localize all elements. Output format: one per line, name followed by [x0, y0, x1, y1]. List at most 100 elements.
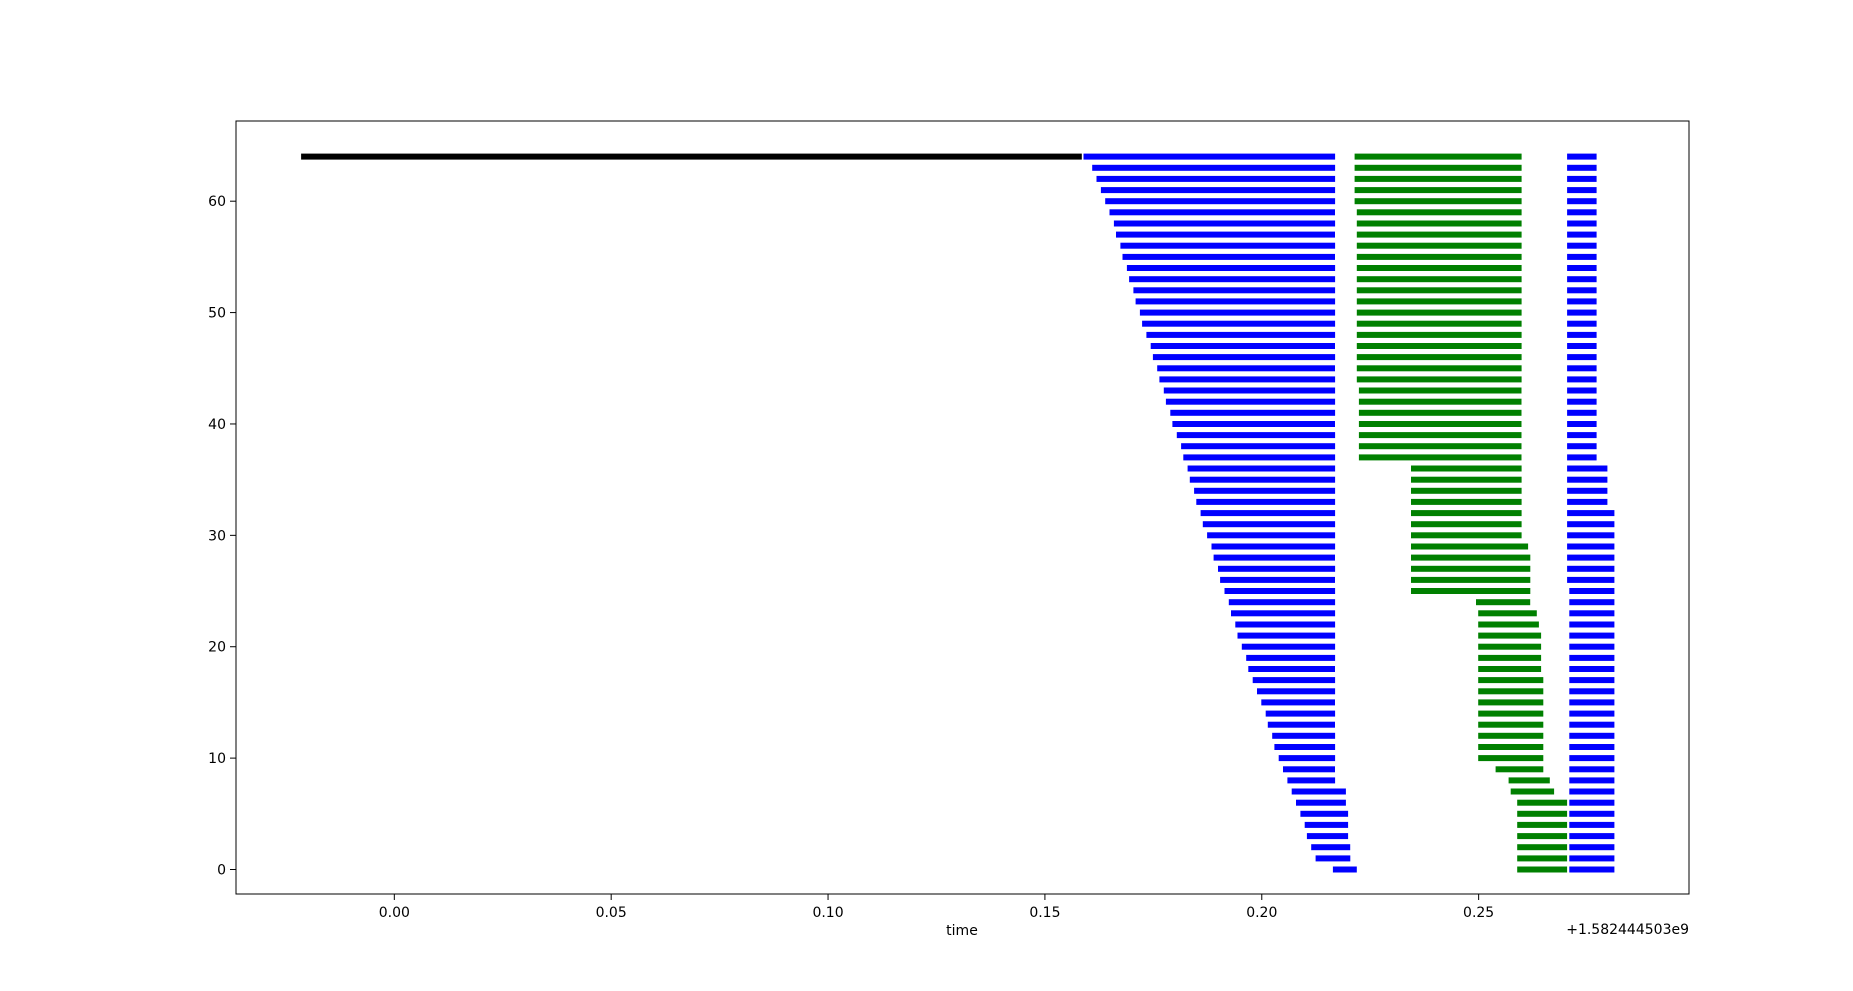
blue-bar-row-3	[1569, 833, 1615, 840]
blue-bar-row-44	[1567, 376, 1597, 383]
green-bar-row-7	[1510, 788, 1555, 795]
blue-bar-row-60	[1105, 198, 1336, 205]
blue-bar-row-42	[1165, 398, 1336, 405]
green-bar-row-45	[1356, 365, 1522, 372]
blue-bar-row-59	[1109, 209, 1335, 216]
blue-bar-row-12	[1272, 732, 1336, 739]
blue-bar-row-10	[1569, 755, 1615, 762]
green-bar-row-35	[1411, 476, 1522, 483]
green-bar-row-32	[1411, 510, 1522, 517]
blue-bar-row-63	[1567, 164, 1597, 171]
blue-bar-row-27	[1567, 565, 1615, 572]
y-tick-label: 10	[208, 751, 226, 767]
blue-bar-row-14	[1569, 710, 1615, 717]
green-bar-row-29	[1411, 543, 1529, 550]
blue-bar-row-8	[1287, 777, 1336, 784]
green-bar-row-10	[1478, 755, 1544, 762]
green-bar-row-24	[1476, 599, 1531, 606]
blue-bar-row-61	[1567, 187, 1597, 194]
green-bar-row-19	[1478, 654, 1542, 661]
green-bar-row-44	[1356, 376, 1522, 383]
green-bar-row-62	[1354, 175, 1522, 182]
blue-bar-row-50	[1139, 309, 1336, 316]
green-bar-row-59	[1356, 209, 1522, 216]
blue-bar-row-41	[1567, 409, 1597, 416]
green-bar-row-15	[1478, 699, 1544, 706]
green-bar-row-27	[1411, 565, 1531, 572]
x-tick-label: 0.20	[1246, 905, 1277, 921]
blue-bar-row-44	[1159, 376, 1336, 383]
blue-bar-row-61	[1100, 187, 1336, 194]
blue-bar-row-34	[1194, 487, 1336, 494]
blue-bar-row-28	[1567, 554, 1615, 561]
blue-bar-row-59	[1567, 209, 1597, 216]
blue-bar-row-20	[1569, 643, 1615, 650]
blue-bar-row-39	[1176, 432, 1336, 439]
blue-bar-row-15	[1569, 699, 1615, 706]
green-bar-row-48	[1356, 331, 1522, 338]
blue-bar-row-19	[1246, 654, 1336, 661]
blue-bar-row-34	[1567, 487, 1608, 494]
blue-bar-row-43	[1567, 387, 1597, 394]
blue-bar-row-11	[1569, 744, 1615, 750]
blue-bar-row-3	[1306, 833, 1349, 840]
blue-bar-row-63	[1092, 164, 1336, 171]
green-bar-row-46	[1356, 354, 1522, 361]
blue-bar-row-64	[1083, 153, 1336, 160]
blue-bar-row-32	[1200, 510, 1336, 517]
green-bar-row-26	[1411, 576, 1531, 583]
blue-bar-row-18	[1248, 666, 1335, 672]
blue-bar-row-24	[1569, 599, 1615, 606]
blue-bar-row-6	[1296, 799, 1346, 806]
blue-bar-row-48	[1146, 331, 1336, 338]
green-bar-row-51	[1356, 298, 1522, 305]
blue-bar-row-60	[1567, 198, 1597, 205]
blue-bar-row-11	[1274, 744, 1336, 750]
blue-bar-row-37	[1567, 454, 1597, 461]
green-bar-row-17	[1478, 677, 1544, 684]
blue-bar-row-31	[1567, 521, 1615, 528]
blue-bar-row-38	[1567, 443, 1597, 450]
blue-bar-row-64	[1567, 153, 1597, 160]
green-bar-row-53	[1356, 276, 1522, 283]
blue-bar-row-24	[1228, 599, 1336, 606]
blue-bar-row-12	[1569, 732, 1615, 739]
green-bar-row-20	[1478, 643, 1542, 650]
green-bar-row-14	[1478, 710, 1544, 717]
blue-bar-row-2	[1569, 844, 1615, 851]
green-bar-row-61	[1354, 187, 1522, 194]
blue-bar-row-31	[1202, 521, 1336, 528]
blue-bar-row-57	[1116, 231, 1335, 238]
blue-bar-row-51	[1135, 298, 1336, 305]
x-axis-ticks: 0.00 0.05 0.10 0.15 0.20 0.25	[379, 894, 1494, 921]
blue-bar-row-46	[1567, 354, 1597, 361]
blue-bar-row-23	[1569, 610, 1615, 617]
blue-bar-row-49	[1142, 320, 1336, 327]
blue-bar-row-35	[1189, 476, 1336, 483]
blue-bar-row-41	[1170, 409, 1336, 416]
green-bar-row-1	[1517, 855, 1568, 862]
green-bar-row-31	[1411, 521, 1522, 528]
blue-bar-row-30	[1207, 532, 1336, 539]
blue-bar-row-1	[1315, 855, 1351, 862]
blue-bar-row-52	[1567, 287, 1597, 294]
green-bar-row-28	[1411, 554, 1531, 561]
green-bar-row-13	[1478, 721, 1544, 728]
green-bar-row-18	[1478, 666, 1542, 672]
green-bar-row-23	[1478, 610, 1537, 617]
green-bar-row-49	[1356, 320, 1522, 327]
blue-bar-row-54	[1126, 265, 1336, 271]
blue-bar-row-21	[1237, 632, 1336, 639]
blue-bar-row-17	[1569, 677, 1615, 684]
blue-bar-row-13	[1569, 721, 1615, 728]
blue-bar-row-5	[1300, 810, 1349, 817]
blue-bar-row-14	[1265, 710, 1336, 717]
blue-bar-row-35	[1567, 476, 1608, 483]
green-bar-row-64	[1354, 153, 1522, 160]
green-bar-row-55	[1356, 253, 1522, 260]
blue-bar-row-46	[1152, 354, 1336, 361]
green-bar-row-42	[1358, 398, 1522, 405]
green-bar-row-58	[1356, 220, 1522, 227]
blue-bar-row-48	[1567, 331, 1597, 338]
blue-bar-row-23	[1231, 610, 1336, 617]
